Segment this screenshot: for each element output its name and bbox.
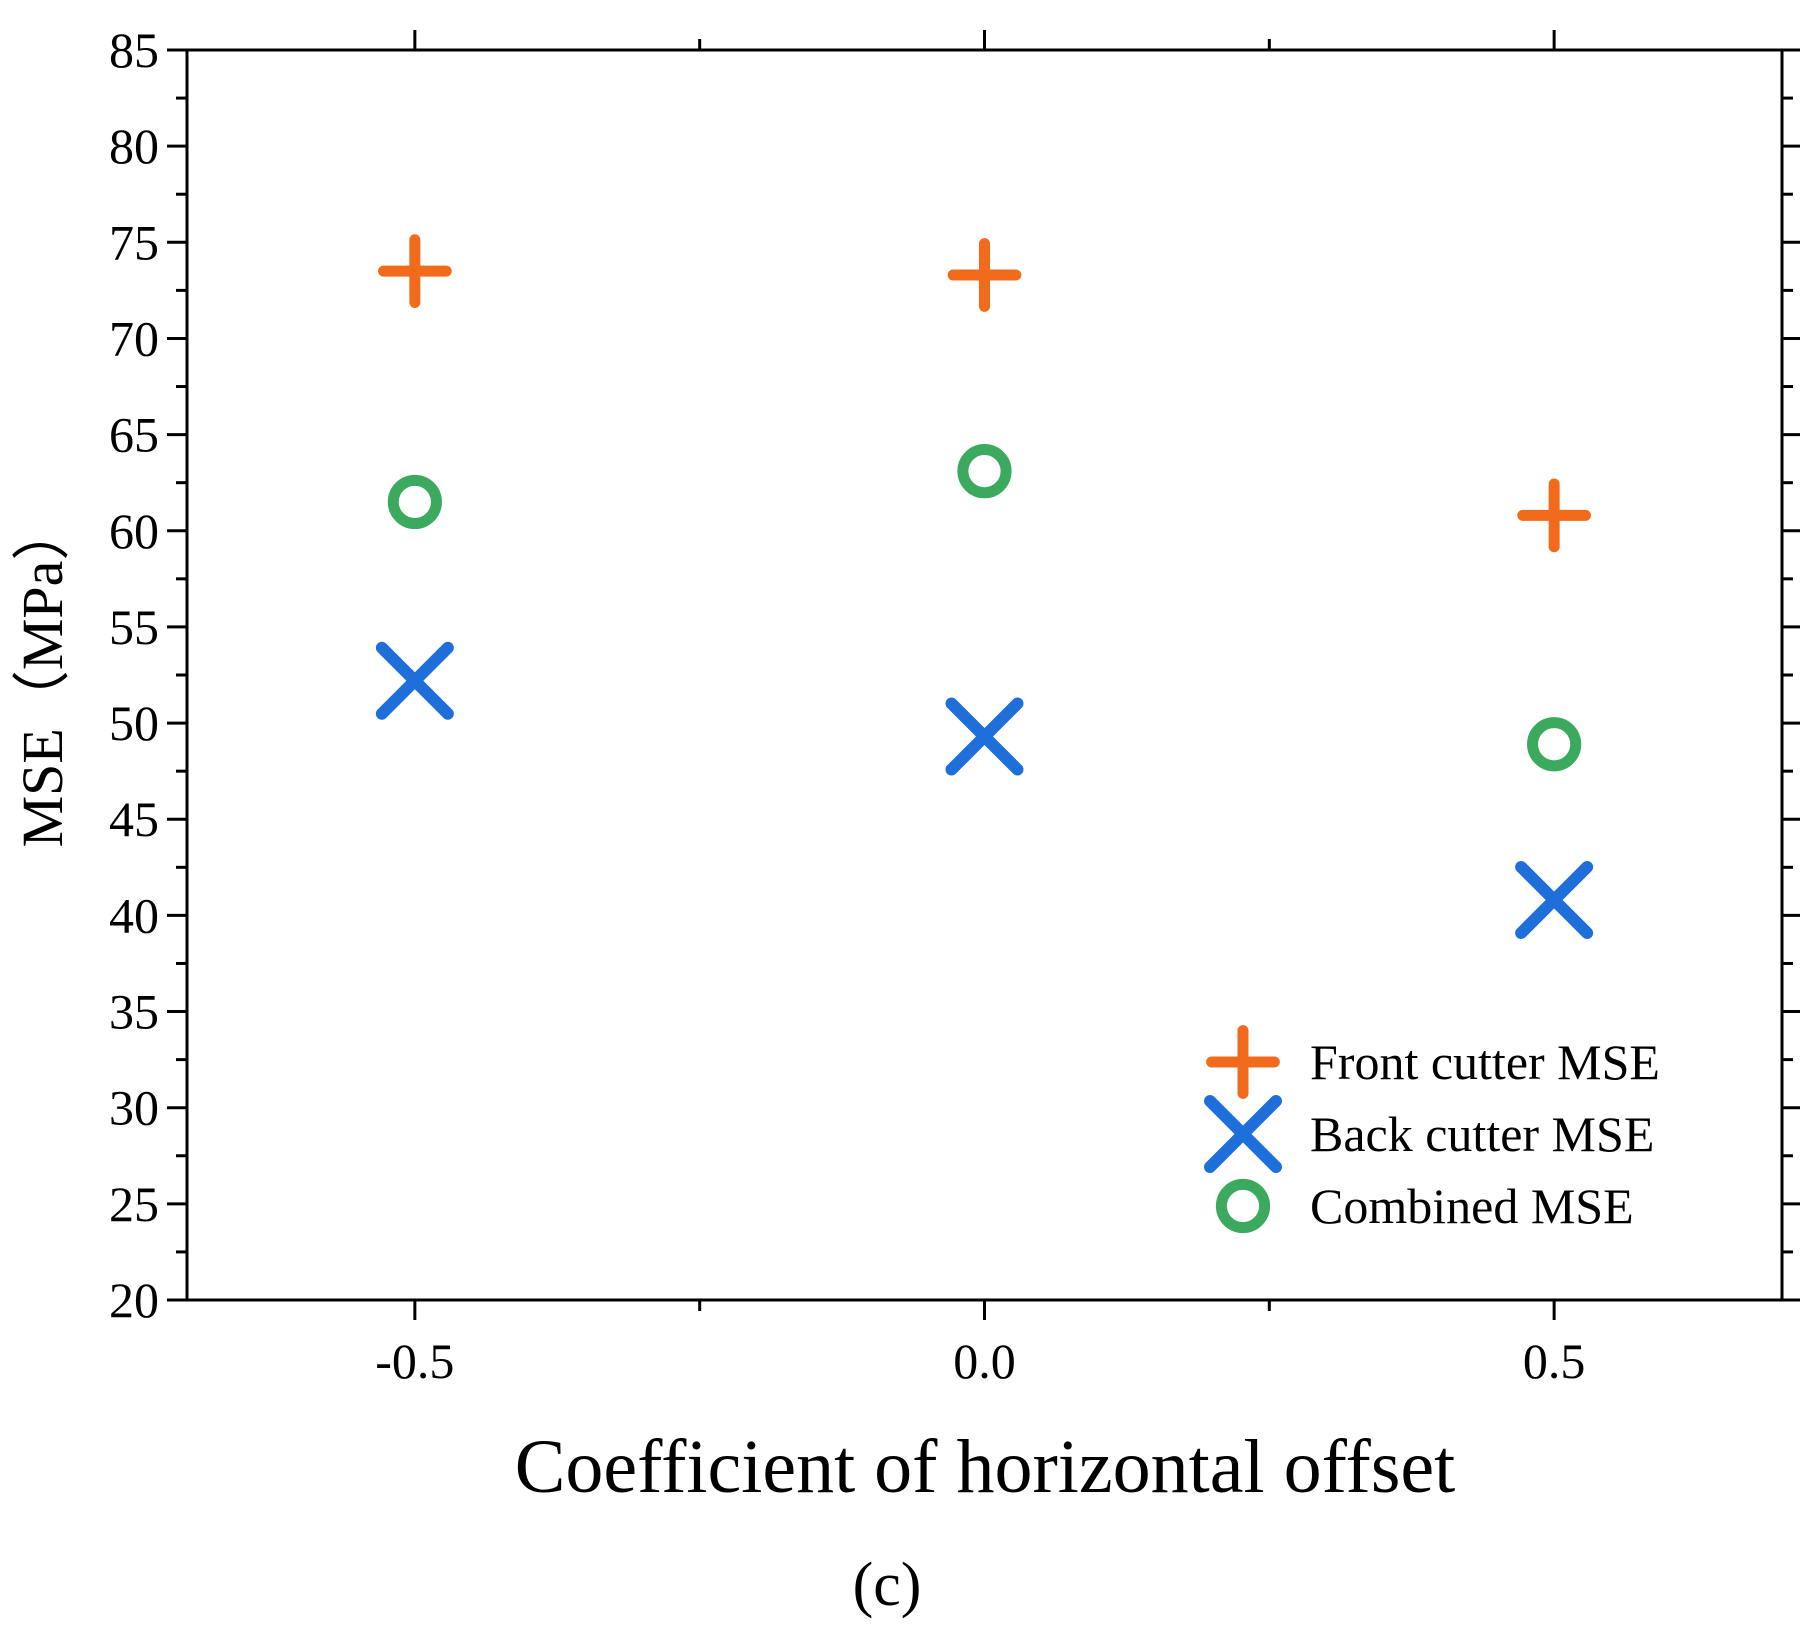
point-circle <box>387 474 442 530</box>
y-axis-ticks: 20 25 30 35 40 45 50 55 60 65 70 75 80 85 <box>109 22 1800 1328</box>
legend-label: Back cutter MSE <box>1310 1106 1654 1162</box>
legend-marker-x <box>1204 1095 1282 1173</box>
point-circle <box>957 444 1012 499</box>
y-tick-label: 80 <box>109 118 159 174</box>
point-plus <box>378 234 452 309</box>
y-tick-label: 60 <box>109 503 159 559</box>
point-x <box>1515 861 1594 939</box>
y-tick-label: 55 <box>109 599 159 655</box>
legend-marker-plus <box>1206 1025 1280 1099</box>
x-axis-ticks: -0.5 0.0 0.5 <box>375 30 1585 1389</box>
y-tick-label: 45 <box>109 791 159 847</box>
data-points <box>375 234 1594 939</box>
y-tick-label: 35 <box>109 984 159 1040</box>
point-plus <box>947 238 1022 312</box>
y-tick-label: 85 <box>109 22 159 78</box>
y-axis-title: MSE（MPa） <box>10 503 75 848</box>
y-tick-label: 25 <box>109 1176 159 1232</box>
x-tick-label: -0.5 <box>375 1333 454 1389</box>
legend: Front cutter MSE Back cutter MSE Combined … <box>1204 1025 1660 1234</box>
y-tick-label: 75 <box>109 214 159 270</box>
point-x <box>945 697 1024 776</box>
y-tick-label: 20 <box>109 1272 159 1328</box>
x-tick-label: 0.0 <box>953 1333 1016 1389</box>
x-tick-label: 0.5 <box>1523 1333 1586 1389</box>
figure-caption: (c) <box>853 1551 922 1619</box>
point-x <box>375 641 454 720</box>
x-axis-title: Coefficient of horizontal offset <box>515 1425 1456 1509</box>
legend-label: Front cutter MSE <box>1310 1034 1660 1090</box>
y-tick-label: 30 <box>109 1080 159 1136</box>
y-tick-label: 40 <box>109 887 159 943</box>
legend-marker-circle <box>1215 1178 1271 1234</box>
point-circle <box>1527 717 1582 772</box>
y-tick-label: 70 <box>109 310 159 366</box>
y-tick-label: 65 <box>109 407 159 463</box>
legend-label: Combined MSE <box>1310 1178 1634 1234</box>
point-plus <box>1517 478 1591 553</box>
y-tick-label: 50 <box>109 695 159 751</box>
